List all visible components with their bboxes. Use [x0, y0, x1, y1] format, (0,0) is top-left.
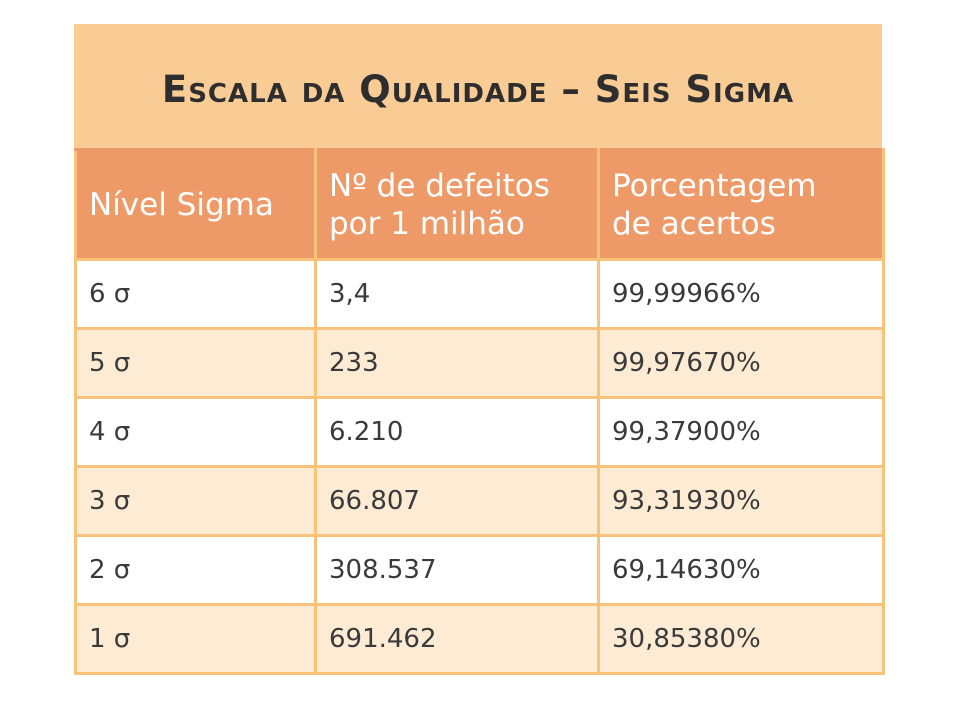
defects-cell: 233 [314, 327, 600, 399]
table-row: 3 σ 66.807 93,31930% [74, 465, 885, 537]
column-header-line: Porcentagem [612, 167, 817, 204]
defects-cell: 66.807 [314, 465, 600, 537]
defects-cell: 308.537 [314, 534, 600, 606]
sigma-table: Nível Sigma Nº de defeitos por 1 milhão … [74, 148, 885, 675]
column-header-line: de acertos [612, 205, 776, 242]
defects-cell: 3,4 [314, 258, 600, 330]
sigma-quality-card: Escala da Qualidade – Seis Sigma Nível S… [74, 24, 885, 675]
table-row: 2 σ 308.537 69,14630% [74, 534, 885, 606]
column-header-line: por 1 milhão [329, 205, 525, 242]
percent-cell: 30,85380% [597, 603, 885, 675]
sigma-level-cell: 4 σ [74, 396, 317, 468]
column-header-line: Nº de defeitos [329, 167, 550, 204]
column-header-level: Nível Sigma [74, 148, 317, 261]
percent-cell: 99,37900% [597, 396, 885, 468]
title-bar: Escala da Qualidade – Seis Sigma [74, 24, 882, 148]
column-header-line: Nível Sigma [89, 186, 274, 223]
sigma-level-cell: 3 σ [74, 465, 317, 537]
column-header-percent: Porcentagem de acertos [597, 148, 885, 261]
percent-cell: 93,31930% [597, 465, 885, 537]
defects-cell: 6.210 [314, 396, 600, 468]
table-row: 1 σ 691.462 30,85380% [74, 603, 885, 675]
sigma-level-cell: 1 σ [74, 603, 317, 675]
sigma-level-cell: 6 σ [74, 258, 317, 330]
column-header-defects: Nº de defeitos por 1 milhão [314, 148, 600, 261]
sigma-level-cell: 5 σ [74, 327, 317, 399]
page-title: Escala da Qualidade – Seis Sigma [161, 67, 795, 111]
sigma-level-cell: 2 σ [74, 534, 317, 606]
table-header-row: Nível Sigma Nº de defeitos por 1 milhão … [74, 148, 885, 261]
table-row: 4 σ 6.210 99,37900% [74, 396, 885, 468]
defects-cell: 691.462 [314, 603, 600, 675]
percent-cell: 69,14630% [597, 534, 885, 606]
percent-cell: 99,99966% [597, 258, 885, 330]
table-row: 5 σ 233 99,97670% [74, 327, 885, 399]
table-row: 6 σ 3,4 99,99966% [74, 258, 885, 330]
percent-cell: 99,97670% [597, 327, 885, 399]
